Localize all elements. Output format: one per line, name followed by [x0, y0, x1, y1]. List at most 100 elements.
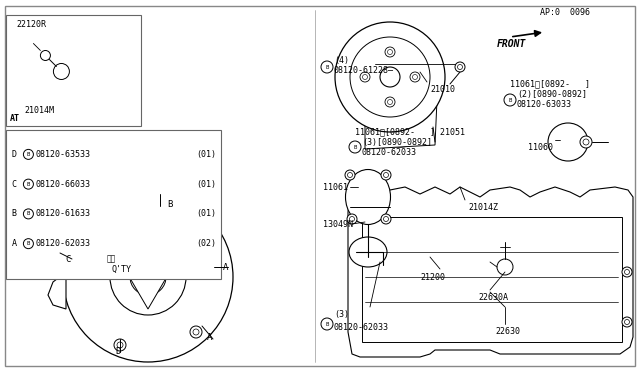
Polygon shape: [362, 217, 622, 342]
Circle shape: [362, 74, 367, 80]
Circle shape: [622, 267, 632, 277]
Circle shape: [383, 173, 388, 177]
Text: (02): (02): [196, 239, 216, 248]
Text: 08120-62033: 08120-62033: [362, 148, 417, 157]
Text: 22630: 22630: [495, 327, 520, 337]
Text: A: A: [12, 239, 17, 248]
Text: 22120R: 22120R: [17, 20, 47, 29]
Circle shape: [497, 259, 513, 275]
Text: 08120-61228—: 08120-61228—: [334, 65, 394, 74]
Text: D: D: [115, 346, 120, 356]
Circle shape: [350, 37, 430, 117]
Text: D: D: [12, 150, 17, 159]
Text: B: B: [27, 152, 30, 157]
Text: 21010: 21010: [430, 84, 455, 93]
Text: B: B: [167, 199, 172, 208]
Circle shape: [381, 214, 391, 224]
Text: 08120-62033: 08120-62033: [334, 323, 389, 331]
Circle shape: [504, 94, 516, 106]
Text: (2)[0890-0892]: (2)[0890-0892]: [517, 90, 587, 99]
Circle shape: [157, 209, 163, 215]
Text: B: B: [27, 211, 30, 217]
Text: (3): (3): [334, 311, 349, 320]
Circle shape: [419, 84, 424, 90]
Circle shape: [348, 173, 353, 177]
Circle shape: [385, 47, 395, 57]
Circle shape: [387, 49, 392, 55]
Circle shape: [349, 217, 355, 221]
Text: 08120-63533: 08120-63533: [35, 150, 90, 159]
Circle shape: [349, 141, 361, 153]
Circle shape: [625, 269, 630, 275]
Polygon shape: [348, 187, 633, 357]
Circle shape: [417, 82, 427, 92]
Circle shape: [72, 253, 84, 265]
Text: 21014M: 21014M: [24, 106, 54, 115]
Bar: [6, 130, 221, 279]
Circle shape: [335, 22, 445, 132]
Text: 11060: 11060: [528, 142, 553, 151]
Text: AP:0  0096: AP:0 0096: [540, 7, 590, 16]
Text: 21200: 21200: [420, 273, 445, 282]
Text: B: B: [353, 144, 356, 150]
Circle shape: [53, 64, 69, 80]
Text: 21014Z: 21014Z: [468, 202, 498, 212]
Bar: [6, 15, 141, 126]
Polygon shape: [48, 272, 66, 309]
Circle shape: [622, 317, 632, 327]
Circle shape: [114, 339, 126, 351]
Text: B: B: [12, 209, 17, 218]
Polygon shape: [365, 72, 438, 149]
Circle shape: [321, 318, 333, 330]
Text: AT: AT: [10, 114, 19, 123]
Text: (01): (01): [196, 209, 216, 218]
Text: (01): (01): [196, 180, 216, 189]
Circle shape: [117, 342, 123, 348]
Circle shape: [410, 72, 420, 82]
Circle shape: [373, 82, 383, 92]
Ellipse shape: [346, 170, 390, 224]
Circle shape: [625, 320, 630, 324]
Circle shape: [385, 97, 395, 107]
Text: C: C: [65, 254, 70, 263]
Circle shape: [130, 259, 166, 295]
Text: 08120-63033: 08120-63033: [517, 99, 572, 109]
Text: Q'TY: Q'TY: [111, 264, 131, 273]
Circle shape: [375, 127, 385, 137]
Circle shape: [417, 129, 422, 135]
Text: 11061: 11061: [323, 183, 348, 192]
Circle shape: [378, 129, 383, 135]
Text: (3)[0890-0892]: (3)[0890-0892]: [362, 138, 432, 147]
Text: B: B: [27, 241, 30, 246]
Text: FRONT: FRONT: [497, 39, 526, 49]
Ellipse shape: [63, 192, 233, 362]
Circle shape: [40, 51, 51, 61]
Ellipse shape: [367, 67, 433, 147]
Circle shape: [75, 256, 81, 262]
Circle shape: [190, 326, 202, 338]
Text: A: A: [223, 263, 228, 272]
Circle shape: [413, 74, 417, 80]
Circle shape: [383, 217, 388, 221]
Circle shape: [380, 67, 400, 87]
Text: 08120-61633: 08120-61633: [35, 209, 90, 218]
Circle shape: [387, 99, 392, 105]
Text: B: B: [325, 321, 328, 327]
Ellipse shape: [349, 237, 387, 267]
Circle shape: [193, 329, 199, 335]
Circle shape: [24, 239, 33, 248]
Circle shape: [455, 62, 465, 72]
Circle shape: [458, 64, 463, 70]
Text: (4): (4): [334, 55, 349, 64]
Circle shape: [376, 84, 381, 90]
Circle shape: [580, 136, 592, 148]
Text: A: A: [207, 333, 212, 341]
Circle shape: [360, 72, 370, 82]
Circle shape: [24, 150, 33, 159]
Circle shape: [205, 264, 211, 270]
Circle shape: [321, 61, 333, 73]
Circle shape: [381, 170, 391, 180]
Text: 11061③[0892-   ]: 11061③[0892- ]: [510, 80, 590, 89]
Text: C: C: [12, 180, 17, 189]
Circle shape: [583, 139, 589, 145]
